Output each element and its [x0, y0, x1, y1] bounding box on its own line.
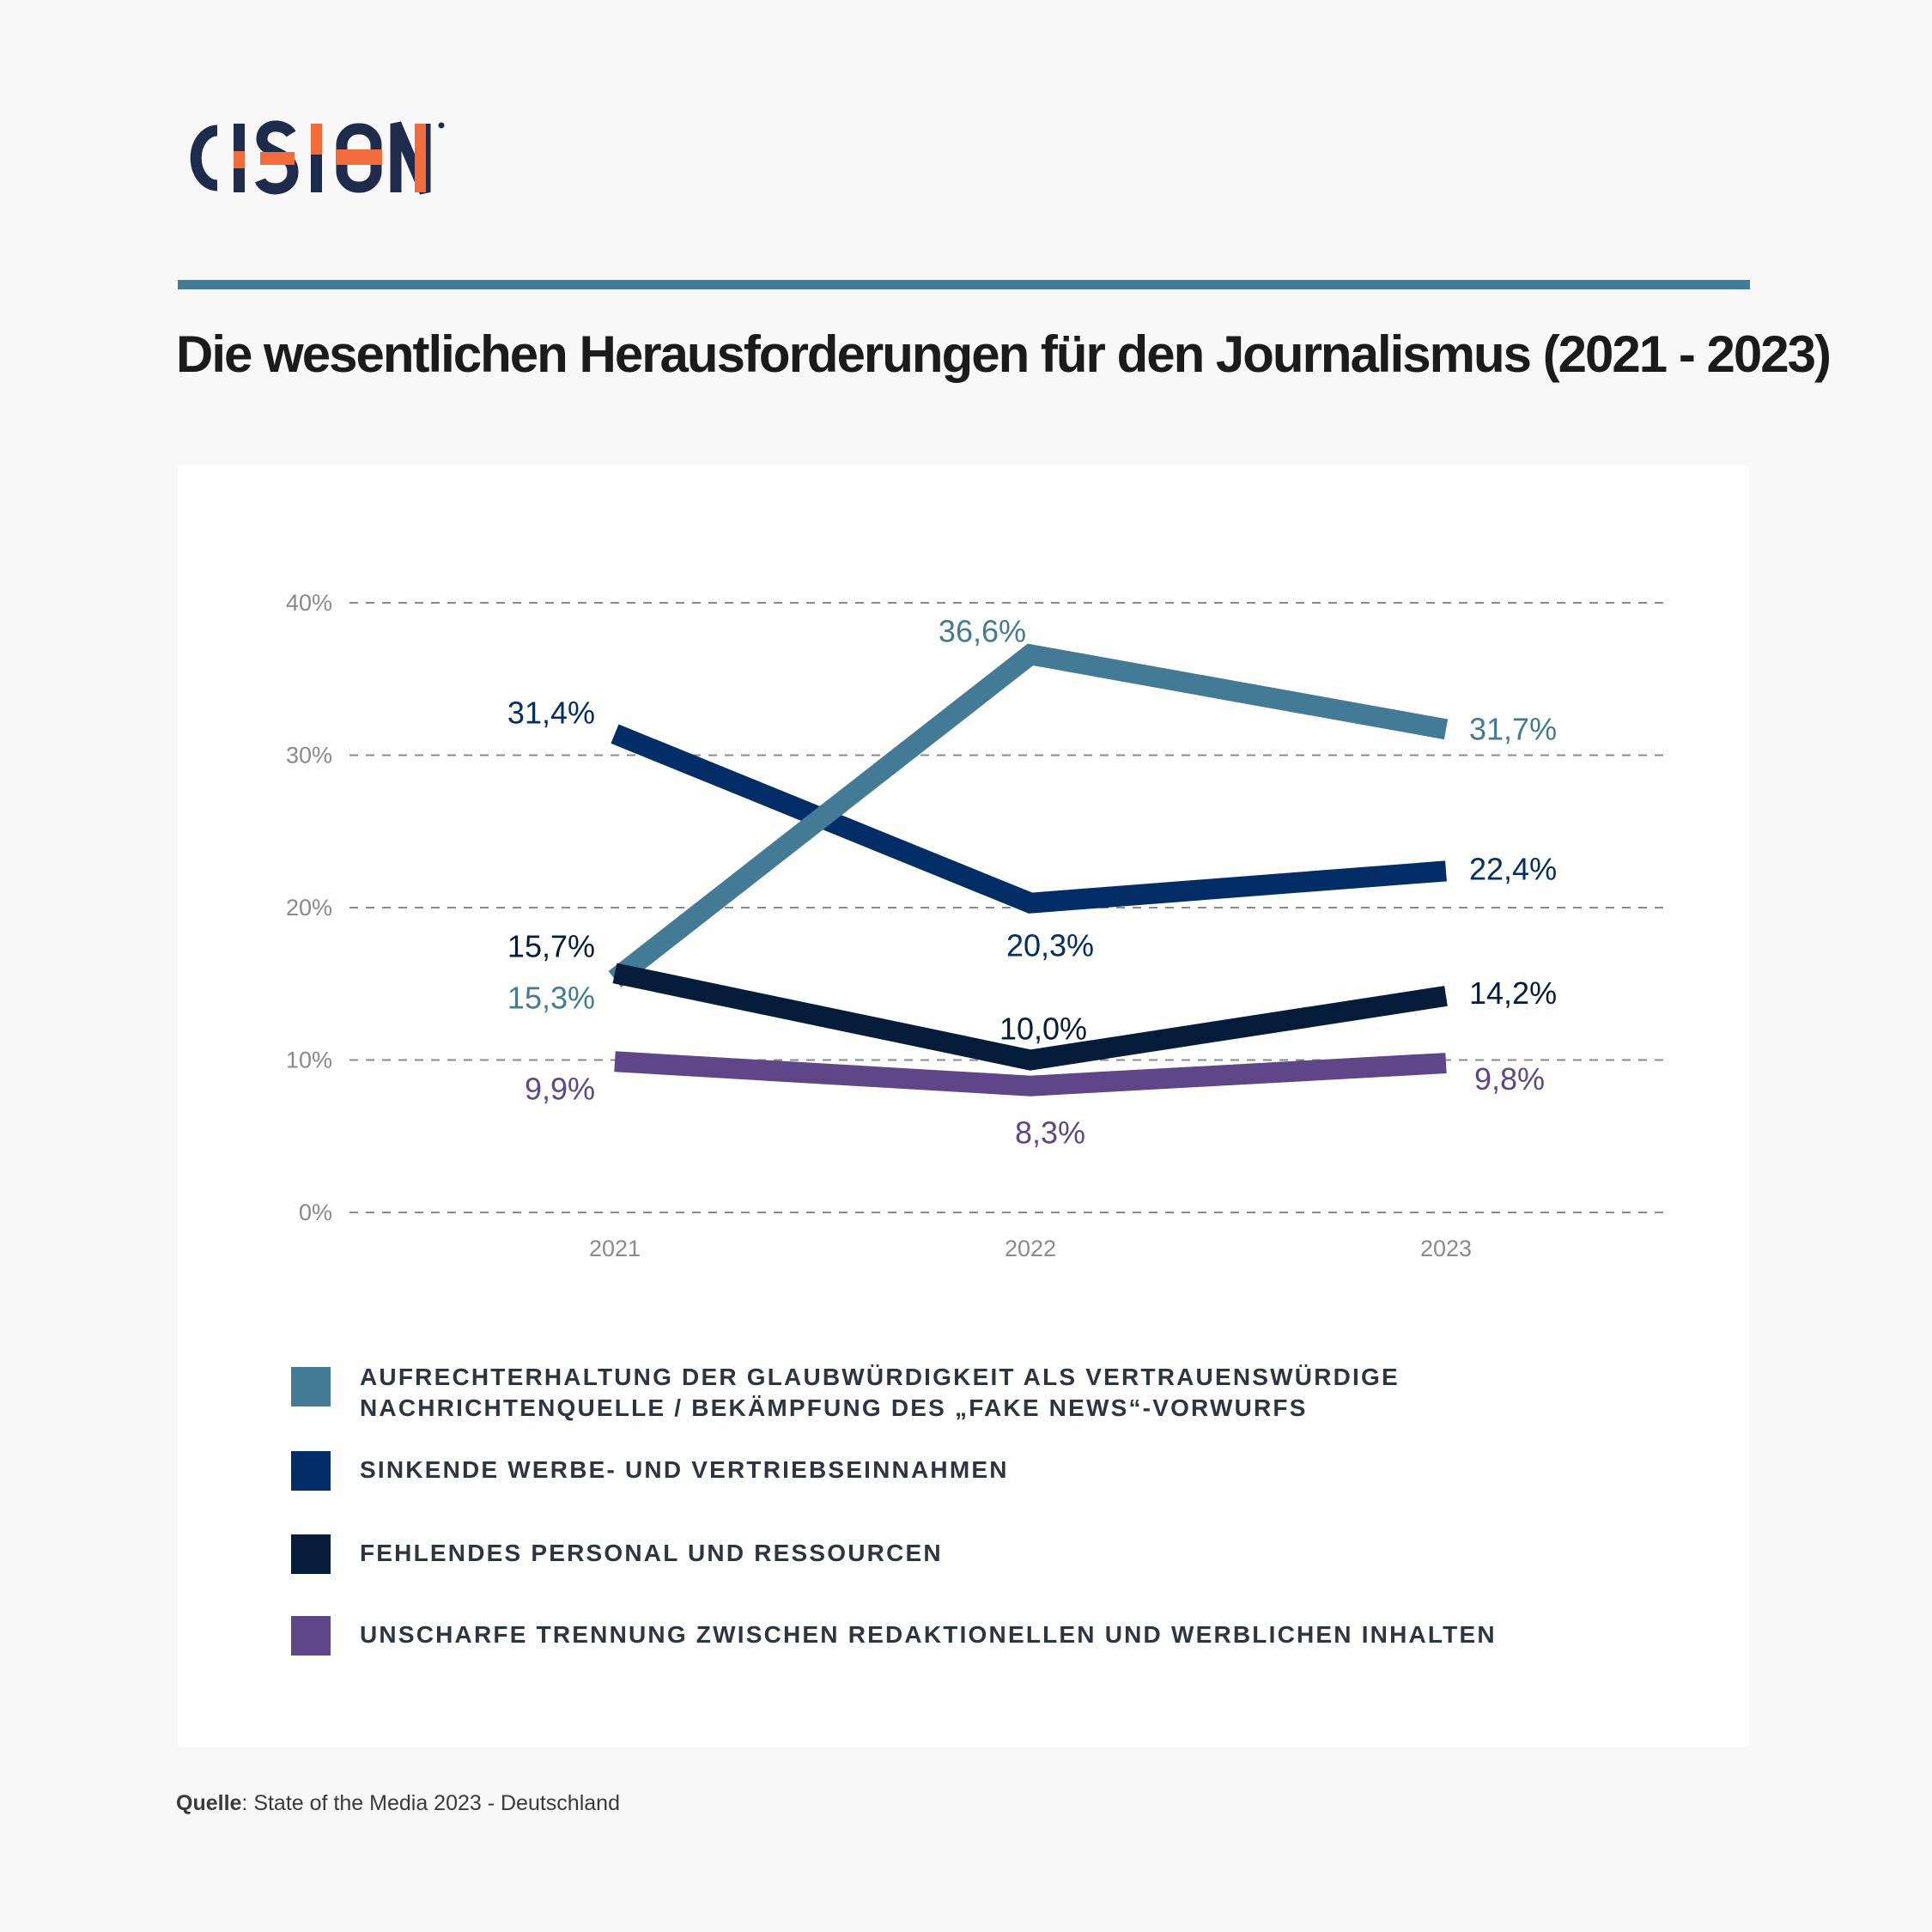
y-tick-label: 30% — [286, 743, 332, 769]
source-text: : State of the Media 2023 - Deutschland — [241, 1791, 620, 1815]
title-rule — [178, 280, 1750, 289]
x-tick-label: 2022 — [1005, 1236, 1056, 1261]
data-label: 15,7% — [507, 928, 595, 963]
series-line — [611, 724, 1447, 914]
data-label: 20,3% — [1006, 928, 1094, 963]
y-tick-label: 40% — [286, 590, 332, 616]
data-label: 31,7% — [1469, 711, 1557, 746]
data-label: 15,3% — [507, 980, 595, 1015]
legend-swatch — [291, 1451, 331, 1491]
legend-swatch — [291, 1616, 331, 1656]
data-label: 8,3% — [1015, 1115, 1085, 1151]
source-note: Quelle: State of the Media 2023 - Deutsc… — [176, 1791, 620, 1816]
data-label: 36,6% — [939, 613, 1026, 648]
legend-label: Unscharfe Trennung zwischen redaktionell… — [360, 1621, 1497, 1648]
logo-letter-o — [336, 123, 382, 193]
data-label: 9,8% — [1474, 1061, 1545, 1097]
x-tick-label: 2023 — [1420, 1236, 1472, 1261]
series-line — [614, 1051, 1447, 1097]
line-chart: 0% 10% 20% 30% 40% 2021 2022 2023 15,3% 36,6% 31,7… — [286, 590, 1668, 1261]
legend-swatch — [291, 1534, 331, 1574]
y-tick-label: 20% — [286, 895, 332, 920]
data-label: 9,9% — [525, 1071, 595, 1106]
y-tick-label: 10% — [286, 1048, 332, 1073]
x-tick-label: 2021 — [589, 1236, 641, 1261]
logo-letter-i2 — [311, 124, 322, 192]
registered-mark-icon — [438, 122, 445, 129]
legend-label: Aufrechterhaltung der Glaubwürdigkeit al… — [360, 1364, 1400, 1421]
logo-letter-n — [390, 121, 431, 195]
data-label: 10,0% — [999, 1012, 1087, 1047]
logo-letter-s — [254, 120, 299, 195]
legend-label: Sinkende Werbe- und Vertriebseinnahmen — [360, 1456, 1009, 1483]
y-tick-label: 0% — [299, 1200, 332, 1225]
logo-letter-c — [190, 125, 218, 191]
data-label: 31,4% — [507, 696, 595, 731]
legend-swatch — [291, 1367, 331, 1406]
data-label: 14,2% — [1469, 975, 1557, 1011]
series-line — [608, 643, 1449, 987]
cision-logo — [190, 120, 445, 195]
logo-letter-i — [234, 124, 245, 192]
chart-card: 0% 10% 20% 30% 40% 2021 2022 2023 15,3% 36,6% 31,7… — [178, 465, 1749, 1747]
page-title: Die wesentlichen Herausforderungen für d… — [176, 325, 1832, 383]
legend-label: Fehlendes Personal und Ressourcen — [360, 1540, 943, 1566]
data-label: 22,4% — [1469, 851, 1557, 886]
series-line — [612, 963, 1448, 1071]
source-label: Quelle — [176, 1791, 242, 1815]
